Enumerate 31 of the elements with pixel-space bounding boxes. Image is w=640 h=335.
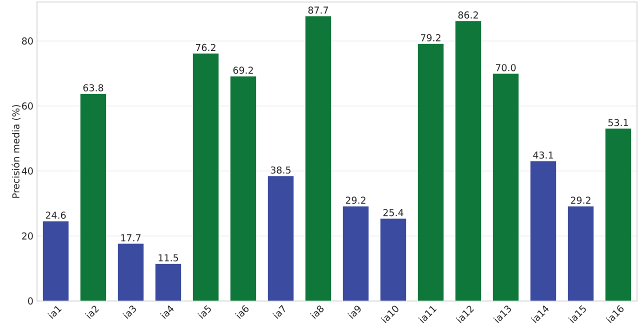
data-label: 11.5 bbox=[158, 254, 178, 262]
data-label: 76.2 bbox=[196, 44, 216, 52]
x-tick-label: ia2 bbox=[85, 306, 100, 319]
data-label: 70.0 bbox=[496, 64, 516, 72]
data-label: 43.1 bbox=[533, 151, 553, 159]
data-label: 17.7 bbox=[121, 234, 141, 242]
x-tick-label: ia4 bbox=[160, 305, 174, 319]
data-label: 24.6 bbox=[46, 212, 66, 219]
x-tick-label: ia3 bbox=[122, 306, 136, 319]
data-label: 29.2 bbox=[346, 196, 366, 204]
x-tick-label: ia1 bbox=[48, 306, 62, 319]
y-axis-title: Precisión media (%) bbox=[12, 105, 21, 198]
x-tick-label: ia5 bbox=[198, 305, 211, 319]
x-tick-label: ia9 bbox=[348, 306, 361, 319]
data-label: 38.5 bbox=[270, 166, 290, 174]
y-tick-label: 80 bbox=[22, 37, 33, 45]
data-label: 29.2 bbox=[570, 196, 590, 204]
data-label: 86.2 bbox=[458, 11, 478, 19]
y-tick-label: 60 bbox=[22, 102, 33, 110]
x-tick-label: ia8 bbox=[310, 306, 324, 319]
x-tick-label: ia6 bbox=[235, 305, 249, 319]
data-label: 69.2 bbox=[233, 66, 253, 74]
data-label: 63.8 bbox=[83, 84, 104, 92]
y-tick-label: 40 bbox=[22, 167, 33, 175]
y-tick-label: 20 bbox=[22, 232, 33, 240]
y-tick-label: 0 bbox=[28, 297, 33, 305]
data-label: 79.2 bbox=[420, 34, 440, 42]
x-tick-label: ia7 bbox=[272, 304, 285, 319]
data-label: 53.1 bbox=[608, 118, 628, 126]
data-label: 25.4 bbox=[383, 209, 404, 216]
data-label: 87.7 bbox=[308, 6, 328, 14]
